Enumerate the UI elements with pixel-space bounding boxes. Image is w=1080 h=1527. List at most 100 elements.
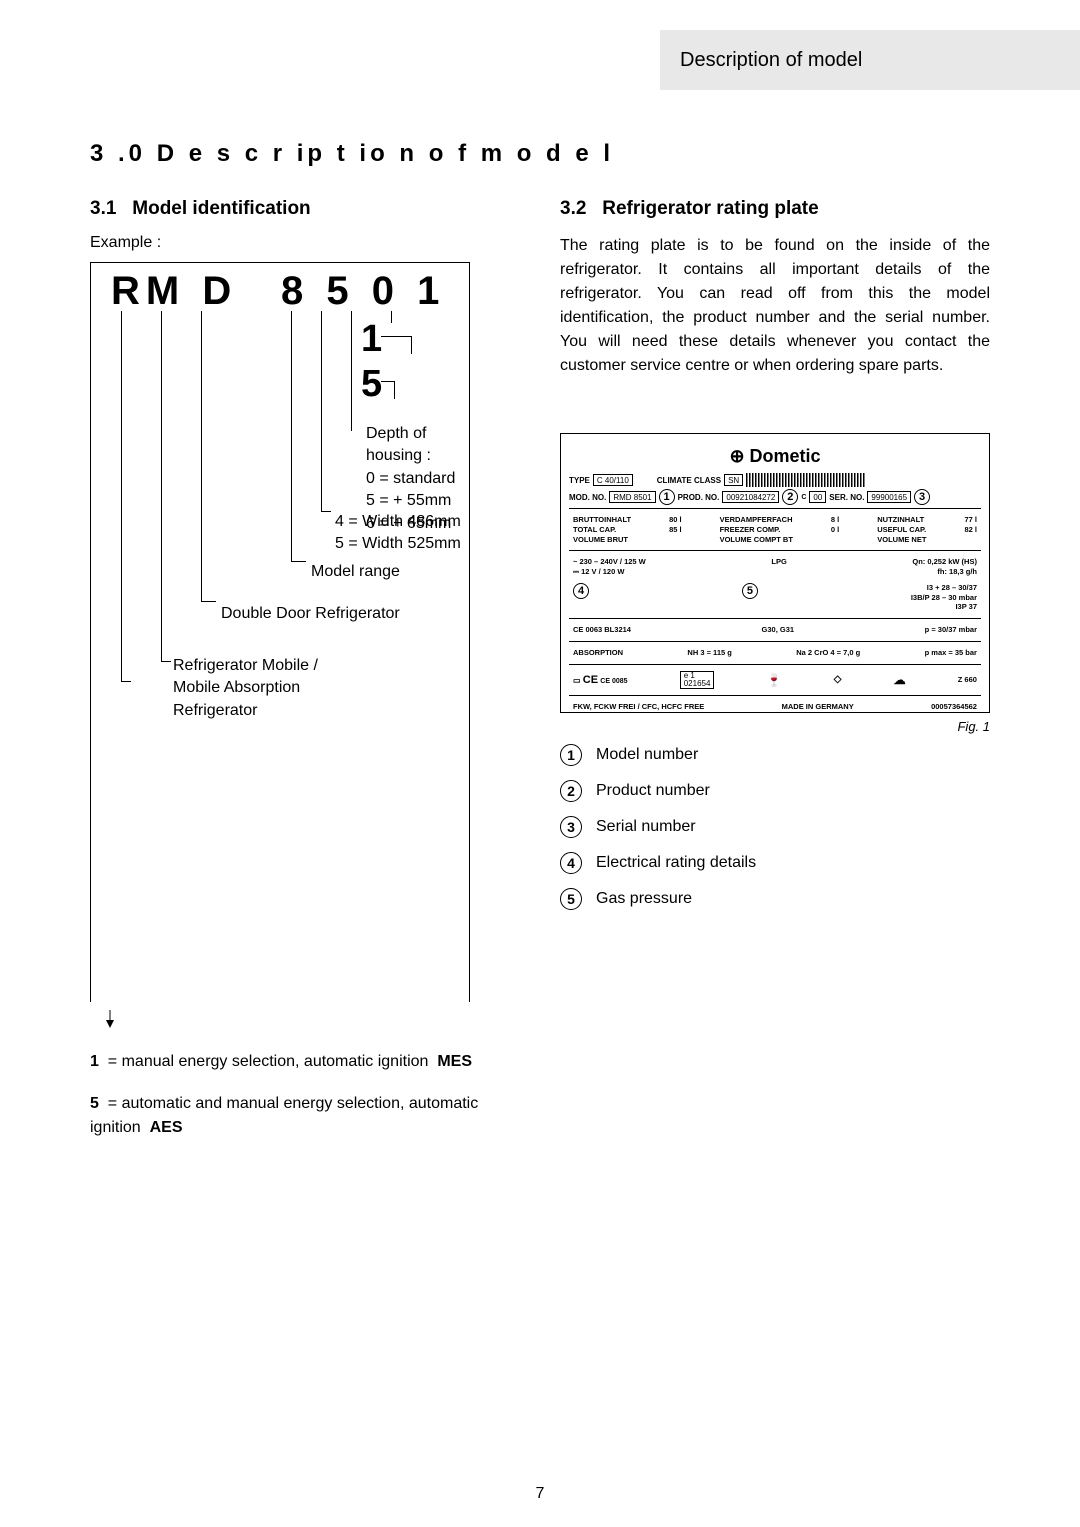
depth-intro: Depth of housing : bbox=[366, 423, 469, 468]
plate-brand-text: Dometic bbox=[750, 446, 821, 466]
glass-icon: 🍷 bbox=[767, 673, 782, 687]
nh3: NH 3 = 115 g bbox=[687, 648, 731, 658]
subhead-text: Model identification bbox=[132, 198, 310, 219]
plate-circ-3: 3 bbox=[914, 489, 930, 505]
absorption: ABSORPTION bbox=[573, 648, 623, 658]
prodno-label: PROD. NO. bbox=[678, 493, 720, 502]
legend-num-4: 4 bbox=[560, 852, 582, 874]
page-content: 3 .0 D e s c r ip t io n o f m o d e l 3… bbox=[90, 140, 990, 1140]
elec2: ⎓ 12 V / 120 W bbox=[573, 567, 646, 577]
ce-small: CE 0085 bbox=[600, 678, 627, 685]
legend-num-2: 2 bbox=[560, 780, 582, 802]
subhead-num-r: 3.2 bbox=[560, 198, 586, 219]
i3plus: I3 + 28 – 30/37 bbox=[911, 583, 977, 593]
type-val: C 40/110 bbox=[593, 474, 633, 486]
rating-plate: ⊕ Dometic TYPE C 40/110 CLIMATE CLASS SN… bbox=[560, 433, 990, 713]
model-range: Model range bbox=[311, 561, 400, 583]
legend-item: 4 Electrical rating details bbox=[560, 852, 990, 874]
legend-text-5: Gas pressure bbox=[596, 890, 692, 908]
subhead-3-2: 3.2 Refrigerator rating plate bbox=[560, 198, 990, 220]
bottomnum: 00057364562 bbox=[931, 702, 977, 712]
nutz-label: NUTZINHALT USEFUL CAP. VOLUME NET bbox=[877, 515, 926, 544]
main-heading: 3 .0 D e s c r ip t io n o f m o d e l bbox=[90, 140, 990, 168]
na2: Na 2 CrO 4 = 7,0 g bbox=[796, 648, 860, 658]
elec1: ~ 230 – 240V / 125 W bbox=[573, 557, 646, 567]
plate-circ-4: 4 bbox=[573, 583, 589, 599]
legend-text-4: Electrical rating details bbox=[596, 854, 756, 872]
i3p: I3P 37 bbox=[911, 602, 977, 612]
serno-label: SER. NO. bbox=[829, 493, 864, 502]
plate-circ-5: 5 bbox=[742, 583, 758, 599]
page-number: 7 bbox=[0, 1485, 1080, 1503]
qn: Qn: 0,252 kW (HS) bbox=[912, 557, 977, 567]
climate-label: CLIMATE CLASS bbox=[657, 476, 721, 485]
brutto-val: 80 l 85 l bbox=[669, 515, 682, 544]
verdam-val: 8 l 0 l bbox=[831, 515, 839, 544]
code-digits: 8 5 0 1 bbox=[281, 269, 445, 314]
legend-item: 5 Gas pressure bbox=[560, 888, 990, 910]
refrig-mobile: Refrigerator Mobile / Mobile Absorption … bbox=[173, 655, 318, 722]
note-mes: 1 = manual energy selection, automatic i… bbox=[90, 1050, 520, 1074]
legend-item: 2 Product number bbox=[560, 780, 990, 802]
e-small: e 1 021654 bbox=[680, 671, 715, 689]
arrow-down-icon bbox=[100, 1010, 120, 1030]
depth-0: 0 = standard bbox=[366, 468, 469, 490]
figure-caption: Fig. 1 bbox=[560, 719, 990, 734]
diamond-icon: ◇ bbox=[834, 674, 842, 685]
g30: G30, G31 bbox=[762, 625, 795, 635]
two-column-layout: 3.1 Model identification Example : RM D … bbox=[90, 198, 990, 1140]
plate-circ-2: 2 bbox=[782, 489, 798, 505]
width-4: 4 = Width 486mm bbox=[335, 511, 461, 533]
climate-val: SN bbox=[724, 474, 743, 486]
blob-icon: ☁ bbox=[894, 673, 906, 687]
type-label: TYPE bbox=[569, 476, 590, 485]
plate-brand: ⊕ Dometic bbox=[569, 446, 981, 467]
plate-circ-1: 1 bbox=[659, 489, 675, 505]
code-sub5: 5 bbox=[361, 363, 382, 406]
double-door: Double Door Refrigerator bbox=[221, 603, 400, 625]
legend-item: 1 Model number bbox=[560, 744, 990, 766]
pmbar: p = 30/37 mbar bbox=[925, 625, 977, 635]
note-aes: 5 = automatic and manual energy selectio… bbox=[90, 1092, 520, 1140]
code-letters: RM D bbox=[111, 269, 237, 314]
legend-num-3: 3 bbox=[560, 816, 582, 838]
legend-num-5: 5 bbox=[560, 888, 582, 910]
brutto-label: BRUTTOINHALT TOTAL CAP. VOLUME BRUT bbox=[573, 515, 631, 544]
subhead-3-1: 3.1 Model identification bbox=[90, 198, 520, 220]
mes-bold: MES bbox=[437, 1053, 472, 1070]
legend-text-2: Product number bbox=[596, 782, 710, 800]
i3bp: I3B/P 28 – 30 mbar bbox=[911, 593, 977, 603]
ce0063: CE 0063 BL3214 bbox=[573, 625, 631, 635]
serno-val: 99900165 bbox=[867, 491, 911, 503]
rating-plate-paragraph: The rating plate is to be found on the i… bbox=[560, 234, 990, 378]
z-small: Z 660 bbox=[958, 675, 977, 685]
depth-5: 5 = + 55mm bbox=[366, 490, 469, 512]
right-column: 3.2 Refrigerator rating plate The rating… bbox=[560, 198, 990, 1140]
legend-item: 3 Serial number bbox=[560, 816, 990, 838]
verdam-label: VERDAMPFERFACH FREEZER COMP. VOLUME COMP… bbox=[720, 515, 793, 544]
subhead-text-r: Refrigerator rating plate bbox=[602, 198, 818, 219]
legend-list: 1 Model number 2 Product number 3 Serial… bbox=[560, 744, 990, 910]
made: MADE IN GERMANY bbox=[782, 702, 854, 712]
header-title: Description of model bbox=[680, 49, 862, 72]
legend-text-3: Serial number bbox=[596, 818, 696, 836]
diagram-bottom-arrow bbox=[90, 1012, 470, 1032]
pmax: p max = 35 bar bbox=[925, 648, 977, 658]
aes-bold: AES bbox=[150, 1119, 183, 1136]
c-val: 00 bbox=[809, 491, 826, 503]
legend-num-1: 1 bbox=[560, 744, 582, 766]
example-label: Example : bbox=[90, 234, 520, 252]
code-sub1: 1 bbox=[361, 318, 382, 361]
width-5: 5 = Width 525mm bbox=[335, 533, 461, 555]
model-id-diagram: RM D 8 5 0 1 1 5 bbox=[90, 262, 470, 1002]
fh: fh: 18,3 g/h bbox=[912, 567, 977, 577]
legend-text-1: Model number bbox=[596, 746, 698, 764]
prodno-val: 00921084272 bbox=[722, 491, 779, 503]
nutz-val: 77 l 82 l bbox=[964, 515, 977, 544]
subhead-num: 3.1 bbox=[90, 198, 116, 219]
header-band: Description of model bbox=[660, 30, 1080, 90]
modno-val: RMD 8501 bbox=[609, 491, 655, 503]
barcode-icon bbox=[746, 473, 866, 487]
left-column: 3.1 Model identification Example : RM D … bbox=[90, 198, 520, 1140]
lpg-label: LPG bbox=[771, 557, 786, 577]
